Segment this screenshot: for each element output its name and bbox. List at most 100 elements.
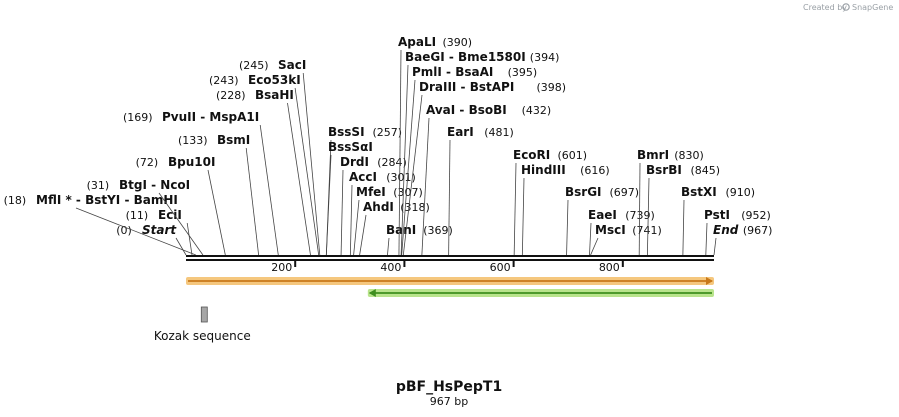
site-line xyxy=(421,117,430,256)
bp-axis: 200 400 600 800 xyxy=(271,261,624,274)
site-eari[interactable]: EarI (481) xyxy=(447,125,514,256)
axis-tick-label: 200 xyxy=(271,261,292,274)
site-mfli-bstyi-bamhi[interactable]: MflI * - BstYI - BamHI (18) xyxy=(4,193,196,256)
site-name: MscI xyxy=(595,223,626,237)
site-mfei[interactable]: MfeI (307) xyxy=(353,185,423,256)
site-bsahi[interactable]: BsaHI (228) xyxy=(216,88,311,256)
site-line xyxy=(359,214,367,256)
site-bsrgi[interactable]: BsrGI (697) xyxy=(565,185,639,256)
site-start[interactable]: Start (0) xyxy=(116,223,187,256)
axis-tick-mark xyxy=(294,261,297,267)
site-bsmi[interactable]: BsmI (133) xyxy=(178,133,260,256)
axis-tick-mark xyxy=(512,261,515,267)
site-position: (390) xyxy=(443,36,473,49)
site-name: PvuII - MspA1I xyxy=(162,110,259,124)
site-bsss-i[interactable]: BssSαI xyxy=(325,140,373,256)
site-position: (318) xyxy=(400,201,430,214)
site-acci[interactable]: AccI (301) xyxy=(349,170,416,256)
site-line xyxy=(245,147,260,256)
site-name: Start xyxy=(142,223,177,237)
site-line xyxy=(566,199,569,256)
site-position: (398) xyxy=(537,81,567,94)
site-bani[interactable]: BanI (369) xyxy=(386,223,453,256)
site-line xyxy=(325,154,332,256)
site-bsrbi[interactable]: BsrBI (845) xyxy=(646,163,720,256)
feature-kozak[interactable]: Kozak sequence xyxy=(154,306,251,343)
site-line xyxy=(705,222,708,256)
site-line xyxy=(207,169,226,256)
site-ahdi[interactable]: AhdI (318) xyxy=(359,200,430,256)
site-position: (243) xyxy=(209,74,239,87)
site-name: AccI xyxy=(349,170,377,184)
site-btgi-ncoi[interactable]: BtgI - NcoI (31) xyxy=(87,178,204,256)
site-position: (0) xyxy=(116,224,132,237)
site-bstxi[interactable]: BstXI (910) xyxy=(681,185,755,256)
site-bmri[interactable]: BmrI (830) xyxy=(637,148,704,256)
site-name: PstI xyxy=(704,208,730,222)
site-baegi-bme1580i[interactable]: BaeGI - Bme1580I (394) xyxy=(400,50,559,256)
restriction-sites: Start (0) EciI (11) MflI * - BstYI - BamHI (1… xyxy=(4,35,772,256)
site-line xyxy=(294,87,320,256)
site-saci[interactable]: SacI (245) xyxy=(239,58,321,256)
site-line xyxy=(387,237,390,256)
site-name: BstXI xyxy=(681,185,717,199)
axis-tick-label: 400 xyxy=(380,261,401,274)
site-position: (72) xyxy=(136,156,159,169)
site-name: BsrBI xyxy=(646,163,682,177)
site-name: PmlI - BsaAI xyxy=(412,65,493,79)
sequence-backbone xyxy=(186,255,714,261)
site-position: (31) xyxy=(87,179,110,192)
site-eaei[interactable]: EaeI (739) xyxy=(588,208,655,256)
site-name: BssSI xyxy=(328,125,365,139)
site-line xyxy=(713,237,717,256)
site-eco53ki[interactable]: Eco53kI (243) xyxy=(209,73,320,256)
site-hindiii[interactable]: HindIII (616) xyxy=(521,163,610,256)
credit-text: Created by xyxy=(803,3,847,12)
site-name: BsmI xyxy=(217,133,250,147)
site-line xyxy=(158,192,204,256)
site-name: DraIII - BstAPI xyxy=(419,80,514,94)
axis-tick-800: 800 xyxy=(599,261,624,274)
feature-orange-orf[interactable] xyxy=(186,277,714,285)
site-psti[interactable]: PstI (952) xyxy=(704,208,771,256)
site-bpu10i[interactable]: Bpu10I (72) xyxy=(136,155,226,256)
site-pmli-bsaai[interactable]: PmlI - BsaAI (395) xyxy=(401,65,538,256)
site-position: (257) xyxy=(373,126,403,139)
site-avai-bsobi[interactable]: AvaI - BsoBI (432) xyxy=(421,103,552,256)
site-line xyxy=(353,199,360,256)
site-line xyxy=(287,102,311,256)
site-position: (307) xyxy=(393,186,423,199)
site-line xyxy=(638,162,641,256)
site-msci[interactable]: MscI (741) xyxy=(590,223,662,256)
site-name: AvaI - BsoBI xyxy=(426,103,507,117)
axis-tick-400: 400 xyxy=(380,261,406,274)
site-line xyxy=(513,162,517,256)
site-line xyxy=(349,184,353,256)
backbone-top-strand xyxy=(186,255,714,257)
site-position: (432) xyxy=(522,104,552,117)
site-name: DrdI xyxy=(340,155,369,169)
site-line xyxy=(402,94,423,256)
site-pvuii-mspa1i[interactable]: PvuII - MspA1I (169) xyxy=(123,110,279,256)
site-position: (228) xyxy=(216,89,246,102)
site-name: BsaHI xyxy=(255,88,294,102)
site-position: (741) xyxy=(632,224,662,237)
site-name: BssSαI xyxy=(328,140,373,154)
credit-brand: SnapGene xyxy=(852,3,893,12)
site-draiii-bstapi[interactable]: DraIII - BstAPI (398) xyxy=(402,80,567,256)
site-line xyxy=(646,177,650,256)
site-drdi[interactable]: DrdI (284) xyxy=(340,155,407,256)
feature-box xyxy=(200,306,208,323)
site-position: (245) xyxy=(239,59,269,72)
site-name: BmrI xyxy=(637,148,669,162)
site-ecii[interactable]: EciI (11) xyxy=(126,208,193,256)
site-end[interactable]: End (967) xyxy=(713,223,772,256)
site-name: MfeI xyxy=(356,185,386,199)
site-ecori[interactable]: EcoRI (601) xyxy=(513,148,587,256)
site-line xyxy=(521,177,525,256)
site-apali[interactable]: ApaLI (390) xyxy=(398,35,473,256)
site-line xyxy=(186,222,193,256)
feature-green-orf[interactable] xyxy=(367,289,714,297)
site-name: ApaLI xyxy=(398,35,436,49)
backbone-bottom-strand xyxy=(186,259,714,261)
